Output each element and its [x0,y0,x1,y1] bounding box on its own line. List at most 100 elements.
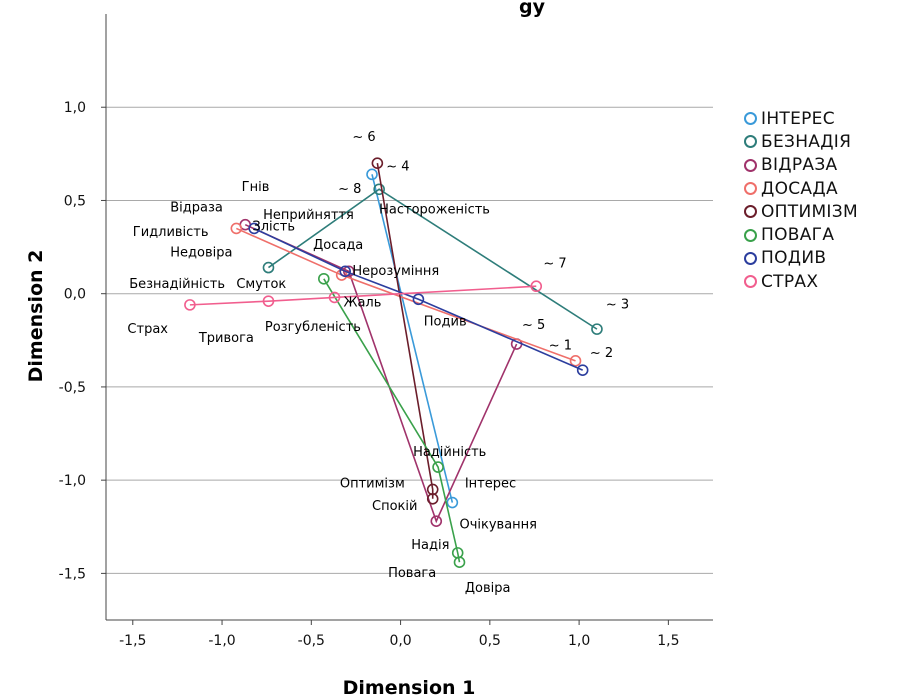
series-1 [366,168,459,509]
y-tick-label: 0,5 [64,193,86,209]
x-tick-label: -0,5 [298,633,325,649]
data-point [430,515,443,527]
y-tick-label: 1,0 [64,100,86,116]
legend-label: БЕЗНАДІЯ [761,131,852,152]
data-point [248,222,260,235]
point-label: ~ 5 [522,318,545,333]
x-tick-label: -1,5 [119,633,146,649]
x-tick-label: 0,0 [389,633,411,649]
x-tick-label: 0,5 [479,633,501,649]
point-label: Подив [424,314,467,329]
legend-label: ІНТЕРЕС [761,108,835,129]
data-point [412,293,425,306]
point-label: Жаль [343,296,381,311]
legend-item: ПОВАГА [744,223,858,246]
point-label: Надійність [413,445,486,460]
legend-marker-icon [744,112,757,126]
series-line [189,285,537,306]
legend-item: СТРАХ [744,270,858,293]
point-label: Злість [252,219,295,234]
y-axis-title: Dimension 2 [25,250,47,383]
x-tick-label: 1,0 [568,633,590,649]
series-5 [371,157,439,505]
legend-marker-icon [744,135,757,149]
legend-label: СТРАХ [761,271,819,292]
point-label: Недовіра [170,245,232,260]
legend-label: ПОДИВ [761,248,827,269]
point-label: Смуток [236,277,286,292]
x-tick-label: -1,0 [208,633,235,649]
series-7 [248,222,589,376]
point-label: Спокій [372,499,417,514]
legend-marker-icon [744,158,757,172]
legend-marker-icon [744,205,757,219]
data-point [318,272,330,285]
y-tick-label: -1,0 [59,473,86,489]
legend: ІНТЕРЕС БЕЗНАДІЯ ВІДРАЗА ДОСАДА ОПТИМІЗМ ПОВА… [744,107,858,293]
legend-item: ВІДРАЗА [744,154,858,177]
point-label: Інтерес [465,477,516,492]
data-point [262,295,275,307]
legend-item: ІНТЕРЕС [744,107,858,130]
point-label: Гнів [242,180,270,195]
series-lines [184,157,603,568]
legend-label: ОПТИМІЗМ [761,201,858,222]
series-8 [184,280,543,311]
series-6 [318,272,466,568]
data-point [373,183,385,196]
x-ticks: -1,5 -1,0 -0,5 0,0 0,5 1,0 1,5 [119,620,680,649]
series-line [253,227,583,371]
legend-label: ПОВАГА [761,225,835,246]
data-point [230,222,243,235]
legend-marker-icon [744,182,757,196]
point-label: Повага [388,566,436,581]
point-label: Розгубленість [265,320,361,335]
series-line [376,163,434,499]
point-label: Тривога [198,331,254,346]
point-labels: ~ 6 ~ 4 ~ 8 Гнів Відраза Неприйняття Настороже… [127,130,629,596]
y-tick-label: -1,5 [59,566,86,582]
y-tick-label: 0,0 [64,287,86,303]
point-label: ~ 8 [338,182,361,197]
point-label: ~ 2 [590,346,613,361]
series-line [371,174,454,503]
point-label: Настороженість [379,203,490,218]
point-label: Оптимізм [340,477,405,492]
point-label: Неприйняття [263,208,354,223]
data-point [591,323,603,335]
legend-marker-icon [744,228,757,242]
x-tick-label: 1,5 [657,633,679,649]
data-point [328,291,341,304]
data-point [453,556,466,568]
x-axis-title: Dimension 1 [343,677,476,699]
point-label: Досада [313,238,363,253]
legend-label: ВІДРАЗА [761,155,838,176]
data-point [426,492,439,505]
legend-item: ДОСАДА [744,177,858,200]
point-label: Страх [127,322,168,337]
chart-title-fragment: gy [519,0,546,18]
point-label: Довіра [465,581,511,596]
data-point [530,280,543,293]
data-point [569,355,582,367]
point-label: ~ 7 [543,257,566,272]
point-label: ~ 3 [606,298,629,313]
y-tick-label: -0,5 [59,380,86,396]
legend-item: ПОДИВ [744,247,858,270]
y-ticks: 1,0 0,5 0,0 -0,5 -1,0 -1,5 [59,100,106,582]
point-label: Очікування [459,518,537,533]
point-label: Безнадійність [129,277,225,292]
point-label: Відраза [170,201,223,216]
point-label: Нерозуміння [352,264,439,279]
data-point [262,261,275,274]
point-label: Гидливість [133,225,209,240]
data-point [366,168,378,181]
point-label: ~ 4 [386,160,409,175]
data-point [432,461,444,473]
point-label: ~ 6 [352,130,375,145]
legend-item: ОПТИМІЗМ [744,200,858,223]
legend-marker-icon [744,275,757,289]
data-point [371,157,384,169]
point-label: ~ 1 [549,339,572,354]
